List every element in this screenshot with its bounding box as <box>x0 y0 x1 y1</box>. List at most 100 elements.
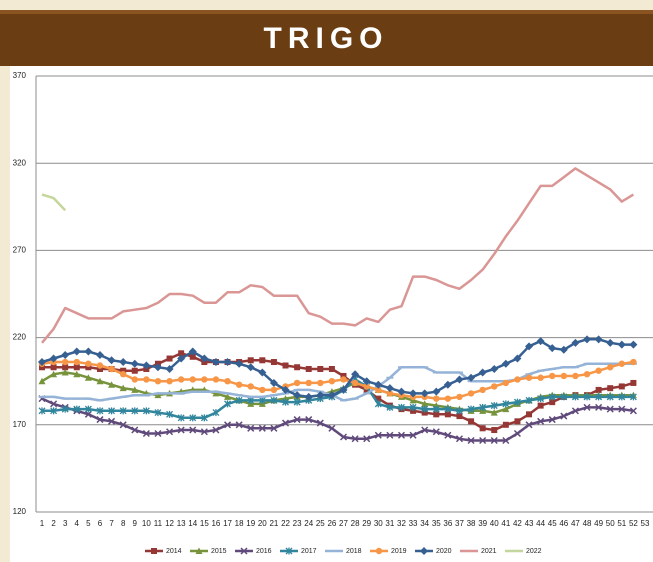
x-tick-label: 37 <box>455 519 464 528</box>
marker <box>212 390 220 393</box>
marker <box>606 362 614 365</box>
marker <box>189 353 196 360</box>
x-tick-label: 10 <box>142 519 151 528</box>
marker <box>409 403 417 411</box>
marker <box>247 357 254 364</box>
marker <box>525 374 533 381</box>
marker <box>153 363 162 372</box>
marker <box>156 301 159 304</box>
marker <box>606 405 614 413</box>
marker <box>258 368 267 377</box>
marker <box>96 399 104 402</box>
x-tick-label: 29 <box>362 519 371 528</box>
x-tick-label: 16 <box>211 519 220 528</box>
marker <box>52 327 55 330</box>
marker <box>61 351 70 360</box>
marker <box>166 392 174 395</box>
marker <box>502 379 510 387</box>
marker <box>131 407 139 415</box>
marker <box>180 292 183 295</box>
marker <box>467 390 475 397</box>
legend-marker <box>420 547 428 555</box>
legend-label: 2018 <box>346 548 362 555</box>
marker <box>154 409 162 417</box>
marker <box>397 387 406 396</box>
marker <box>203 301 206 304</box>
x-tick-label: 46 <box>559 519 568 528</box>
marker <box>84 374 92 381</box>
marker <box>200 390 208 393</box>
x-tick-label: 20 <box>258 519 267 528</box>
marker <box>247 424 255 432</box>
x-tick-label: 43 <box>525 519 534 528</box>
marker <box>84 405 92 413</box>
x-tick-label: 4 <box>75 519 80 528</box>
marker <box>259 357 266 364</box>
marker <box>177 426 185 434</box>
marker <box>317 379 324 387</box>
marker <box>513 354 522 363</box>
marker <box>385 384 394 393</box>
series-line <box>41 397 634 442</box>
marker <box>551 184 554 187</box>
marker <box>548 344 557 353</box>
x-tick-label: 49 <box>594 519 603 528</box>
marker <box>85 360 92 367</box>
marker <box>365 317 368 320</box>
marker <box>108 417 116 425</box>
marker <box>630 358 637 366</box>
x-tick-label: 26 <box>327 519 336 528</box>
marker <box>96 407 104 415</box>
marker <box>340 372 347 379</box>
marker <box>423 275 426 278</box>
marker <box>400 305 403 308</box>
marker <box>398 403 405 411</box>
marker <box>409 396 417 404</box>
marker <box>537 374 544 381</box>
marker <box>632 193 635 196</box>
marker <box>536 337 545 346</box>
marker <box>107 356 116 365</box>
marker <box>201 376 208 383</box>
marker <box>191 294 194 297</box>
marker <box>224 378 231 385</box>
marker <box>293 388 301 391</box>
x-tick-label: 50 <box>606 519 615 528</box>
marker <box>562 176 565 179</box>
marker <box>455 375 464 384</box>
marker <box>143 376 150 383</box>
marker <box>258 424 266 432</box>
marker <box>479 436 487 445</box>
marker <box>330 322 333 325</box>
x-tick-label: 30 <box>374 519 383 528</box>
series-line <box>41 167 635 344</box>
marker <box>73 397 81 400</box>
x-tick-label: 32 <box>397 519 406 528</box>
marker <box>502 436 510 445</box>
marker <box>61 368 69 376</box>
marker <box>38 395 46 398</box>
marker <box>166 355 173 362</box>
marker <box>189 390 197 393</box>
marker <box>62 364 69 371</box>
marker <box>50 395 58 398</box>
marker <box>96 416 104 424</box>
marker <box>131 386 139 393</box>
x-tick-label: 36 <box>443 519 452 528</box>
marker <box>409 389 418 398</box>
marker <box>235 396 243 404</box>
marker <box>130 359 139 368</box>
marker <box>281 419 290 427</box>
marker <box>200 354 209 363</box>
marker <box>583 371 591 378</box>
legend-marker <box>375 547 383 555</box>
marker <box>212 409 220 417</box>
marker <box>525 373 533 376</box>
marker <box>142 407 150 415</box>
marker <box>270 386 278 394</box>
marker <box>386 403 394 411</box>
marker <box>339 433 348 441</box>
marker <box>154 391 162 399</box>
marker <box>537 417 545 425</box>
marker <box>559 345 568 354</box>
